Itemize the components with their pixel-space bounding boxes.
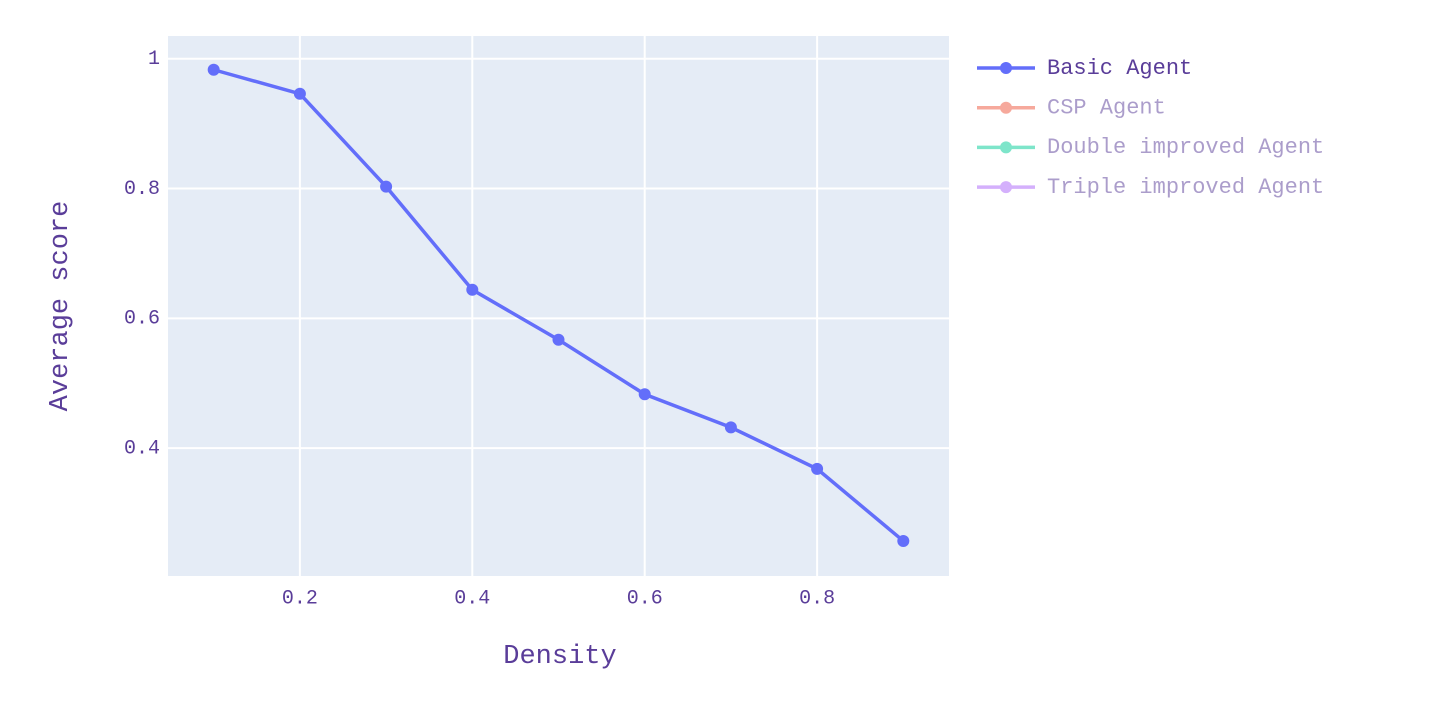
x-tick-label: 0.2 xyxy=(282,587,318,610)
legend-marker xyxy=(1000,141,1012,154)
point xyxy=(897,534,910,547)
point xyxy=(724,421,737,434)
y-tick-label: 1 xyxy=(148,48,160,71)
point xyxy=(638,388,651,401)
x-tick-label: 0.6 xyxy=(627,587,663,610)
point xyxy=(207,63,220,76)
point xyxy=(293,87,306,100)
legend-item[interactable]: Triple improved Agent xyxy=(977,175,1324,200)
legend-label: Basic Agent xyxy=(1047,56,1192,81)
x-tick-label: 0.4 xyxy=(454,587,490,610)
y-axis-title: Average score xyxy=(46,201,76,412)
legend-label: Triple improved Agent xyxy=(1047,175,1324,200)
legend-label: Double improved Agent xyxy=(1047,135,1324,160)
legend-label: CSP Agent xyxy=(1047,96,1166,121)
y-tick-label: 0.8 xyxy=(124,178,160,201)
x-axis-title: Density xyxy=(503,642,616,672)
y-tick-label: 0.6 xyxy=(124,308,160,331)
point xyxy=(552,333,565,346)
legend-marker xyxy=(1000,101,1012,114)
legend-marker xyxy=(1000,62,1012,74)
legend-item[interactable]: Basic Agent xyxy=(977,56,1192,81)
legend-marker xyxy=(1000,181,1012,194)
grid xyxy=(168,36,949,576)
point xyxy=(466,283,479,296)
legend-item[interactable]: Double improved Agent xyxy=(977,135,1324,160)
y-tick-label: 0.4 xyxy=(124,437,160,460)
point xyxy=(380,180,393,193)
legend-item[interactable]: CSP Agent xyxy=(977,96,1166,121)
plot-area xyxy=(168,36,949,576)
x-tick-label: 0.8 xyxy=(799,587,835,610)
point xyxy=(811,462,824,475)
